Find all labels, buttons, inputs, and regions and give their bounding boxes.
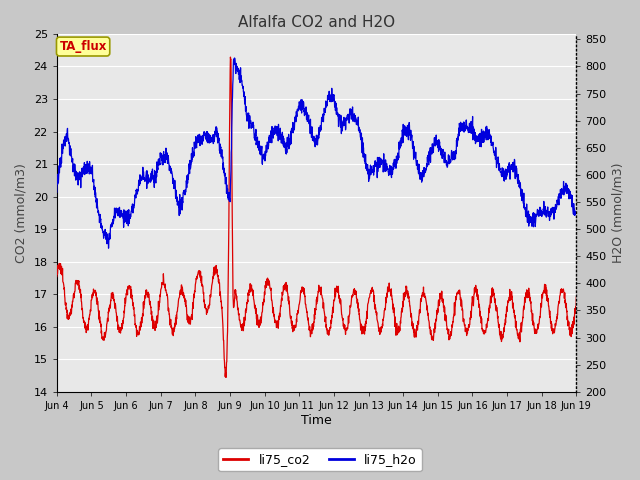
Text: TA_flux: TA_flux: [60, 40, 107, 53]
X-axis label: Time: Time: [301, 414, 332, 427]
Y-axis label: CO2 (mmol/m3): CO2 (mmol/m3): [15, 163, 28, 263]
Title: Alfalfa CO2 and H2O: Alfalfa CO2 and H2O: [238, 15, 395, 30]
Legend: li75_co2, li75_h2o: li75_co2, li75_h2o: [218, 448, 422, 471]
Y-axis label: H2O (mmol/m3): H2O (mmol/m3): [612, 163, 625, 263]
